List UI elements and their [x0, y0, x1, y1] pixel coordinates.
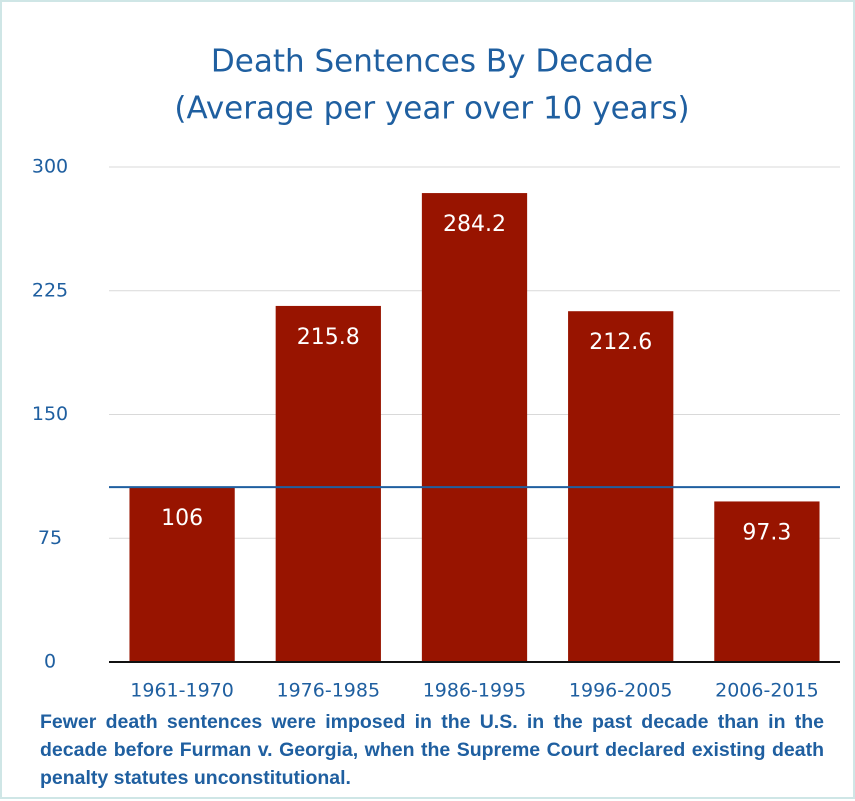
y-tick-label: 0	[44, 651, 56, 673]
y-tick-label: 75	[38, 527, 62, 549]
caption: Fewer death sentences were imposed in th…	[40, 711, 824, 789]
bar	[275, 305, 381, 662]
value-label: 212.6	[589, 330, 652, 355]
chart-subtitle: (Average per year over 10 years)	[174, 91, 689, 127]
x-tick-label: 1976-1985	[277, 680, 381, 702]
y-tick-label: 225	[32, 279, 68, 301]
x-tick-label: 2006-2015	[715, 680, 819, 702]
x-tick-label: 1986-1995	[423, 680, 527, 702]
y-tick-label: 300	[32, 156, 68, 178]
value-label: 284.2	[443, 212, 506, 237]
y-tick-label: 150	[32, 403, 68, 425]
bar	[714, 501, 820, 662]
bar	[129, 487, 235, 662]
bar	[421, 193, 528, 662]
value-label: 215.8	[297, 325, 360, 350]
x-tick-label: 1961-1970	[130, 680, 234, 702]
value-label: 97.3	[742, 520, 791, 545]
value-label: 106	[161, 506, 203, 531]
chart-title: Death Sentences By Decade	[211, 44, 653, 80]
x-tick-label: 1996-2005	[569, 680, 673, 702]
